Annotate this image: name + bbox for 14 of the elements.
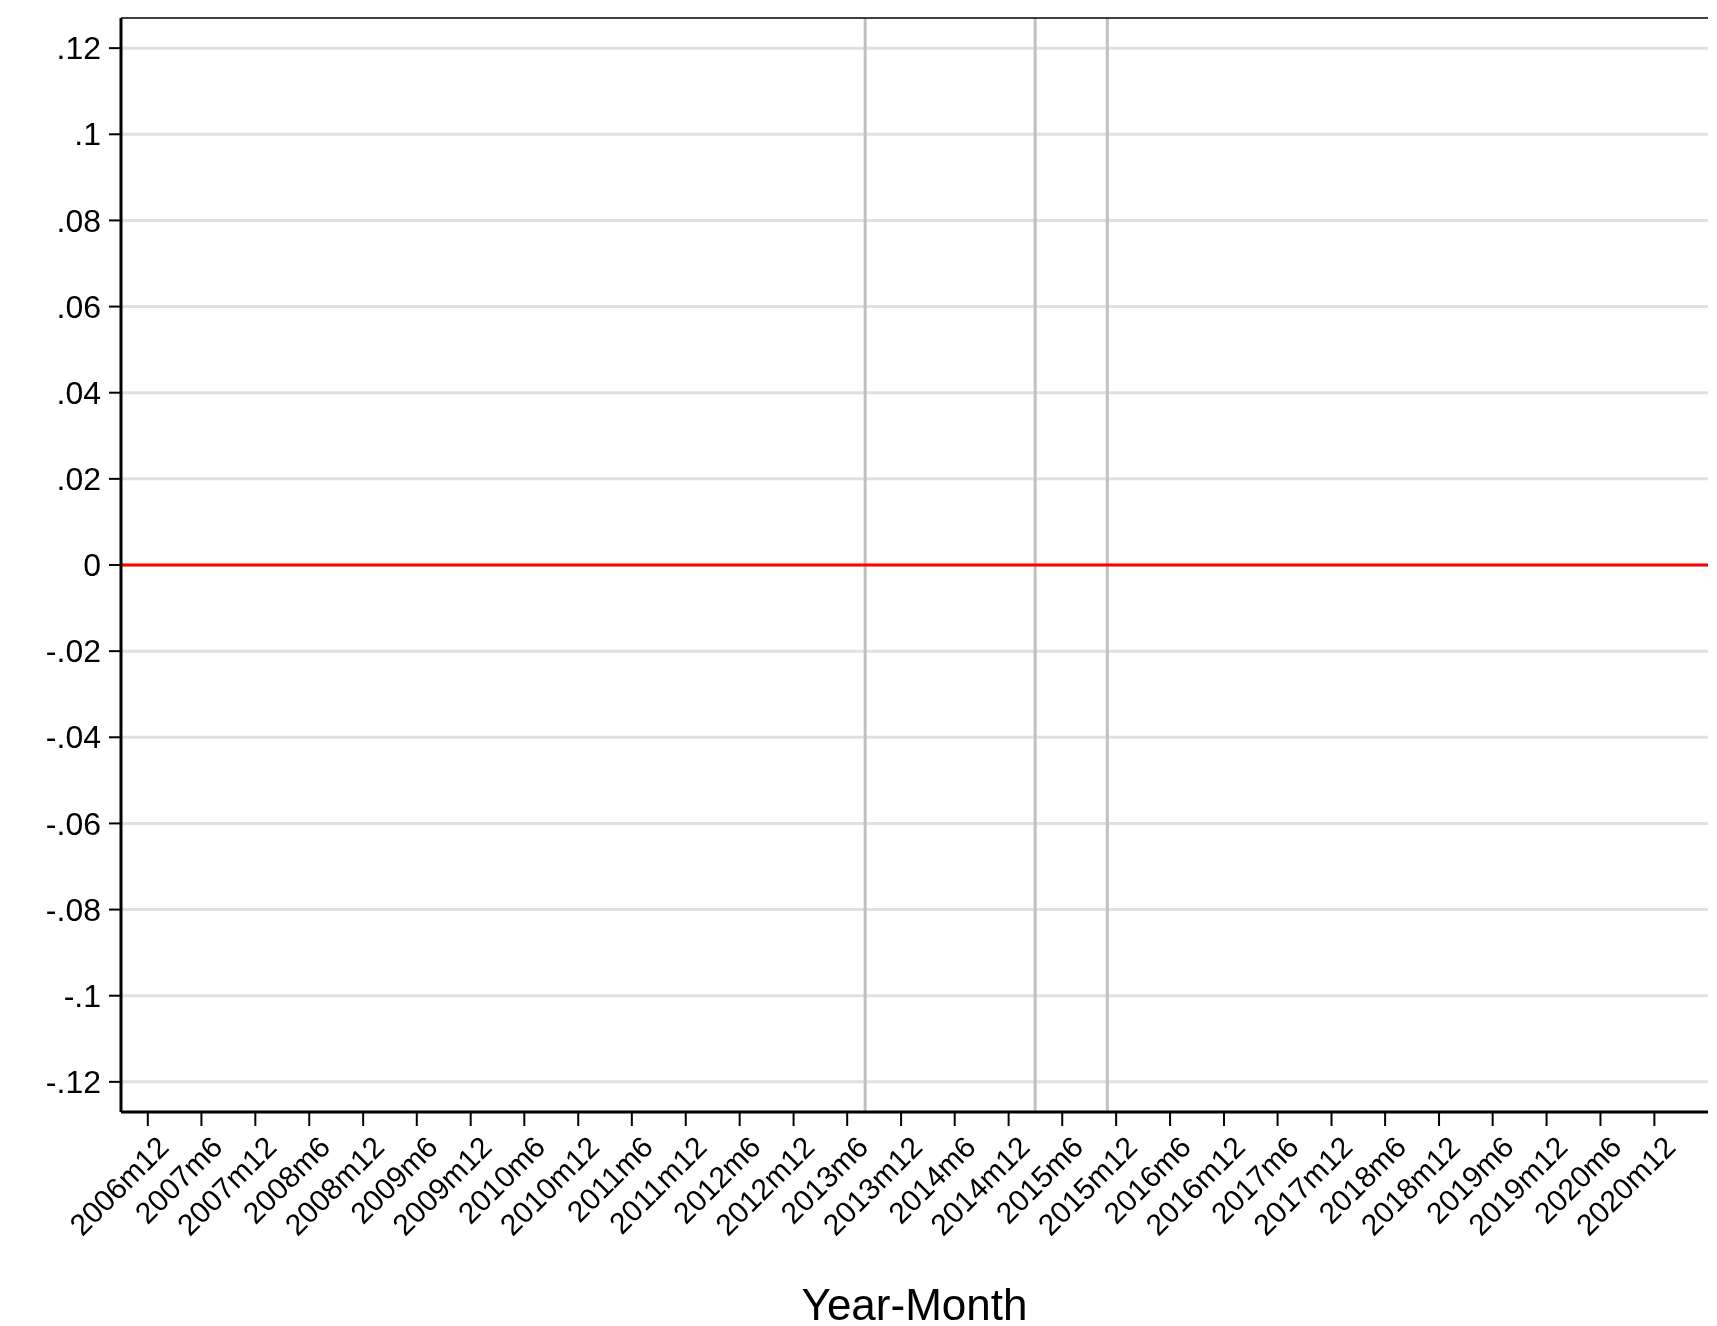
y-tick-label: .04 <box>56 374 101 411</box>
y-tick-label: .02 <box>56 461 101 498</box>
y-tick-label: -.02 <box>45 633 101 670</box>
y-tick-label: -.12 <box>45 1064 101 1101</box>
x-axis-title: Year-Month <box>801 1280 1028 1326</box>
y-tick-label: -.1 <box>63 977 101 1014</box>
y-tick-label: -.06 <box>45 805 101 842</box>
y-tick-label: -.04 <box>45 719 101 756</box>
y-tick-label: .1 <box>74 116 101 153</box>
y-tick-label: .08 <box>56 202 101 239</box>
y-tick-label: -.08 <box>45 891 101 928</box>
y-tick-label: .06 <box>56 288 101 325</box>
y-tick-label: .12 <box>56 30 101 67</box>
y-tick-label: 0 <box>83 547 101 584</box>
